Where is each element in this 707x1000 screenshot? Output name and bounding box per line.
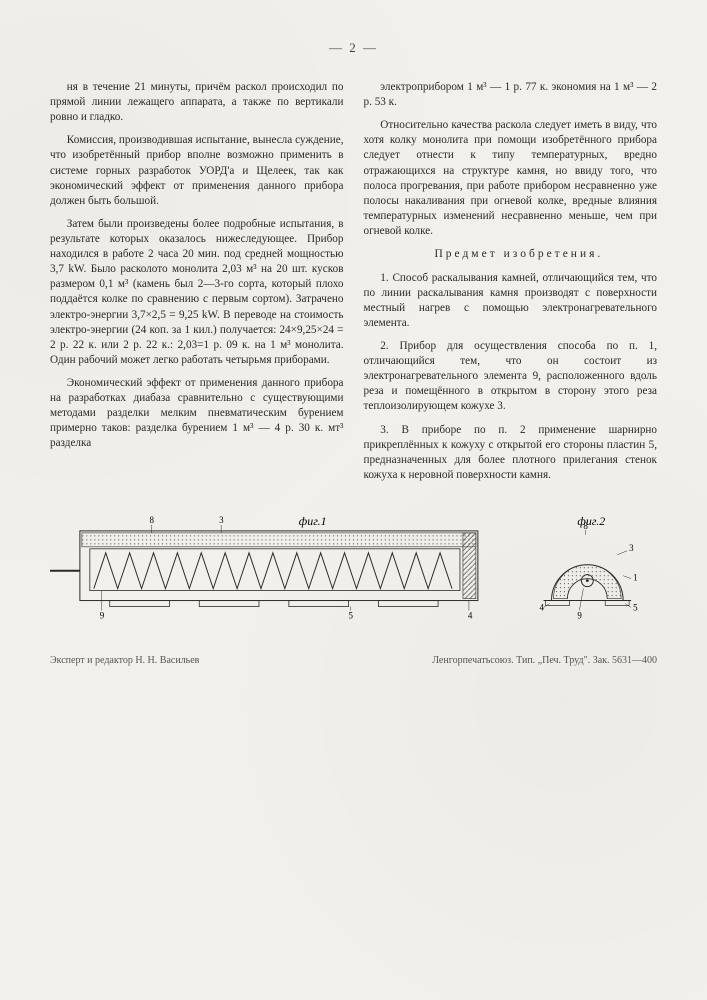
- fig1: фиг.1 8 3: [50, 514, 478, 621]
- body-text: ня в течение 21 минуты, причём раскол пр…: [50, 80, 657, 483]
- fig2-annot-1: 1: [633, 573, 637, 583]
- fig1-annot-3: 3: [219, 515, 224, 525]
- fig1-annot-9: 9: [100, 610, 105, 620]
- para-6: Относительно качества раскола следует им…: [364, 118, 658, 239]
- footer: Эксперт и редактор Н. Н. Васильев Ленгор…: [50, 655, 657, 666]
- fig1-annot-4: 4: [468, 610, 473, 620]
- footer-left: Эксперт и редактор Н. Н. Васильев: [50, 655, 199, 666]
- fig2-annot-3: 3: [629, 543, 634, 553]
- fig2-annot-5: 5: [633, 603, 638, 613]
- fig2-annot-9: 9: [577, 610, 582, 620]
- figures-svg: фиг.1 8 3: [50, 511, 657, 625]
- fig1-annot-5: 5: [349, 610, 354, 620]
- page-number: — 2 —: [50, 40, 657, 56]
- para-5: электроприбором 1 м³ — 1 р. 77 к. эконом…: [364, 80, 658, 110]
- fig2-annot-8: 8: [583, 521, 588, 531]
- claims-heading: Предмет изобретения.: [364, 247, 658, 263]
- claim-2: 2. Прибор для осуществления способа по п…: [364, 339, 658, 415]
- footer-right: Ленгорпечатьсоюз. Тип. „Печ. Труд". Зак.…: [432, 655, 657, 666]
- claim-1: 1. Способ раскалывания камней, отличающи…: [364, 271, 658, 331]
- para-3: Затем были произведены более подробные и…: [50, 217, 344, 368]
- para-2: Комиссия, производившая испытание, вынес…: [50, 133, 344, 209]
- fig1-label: фиг.1: [299, 514, 327, 528]
- fig2-label: фиг.2: [577, 514, 605, 528]
- fig2: фиг.2 8 3 1 5: [540, 514, 639, 621]
- fig1-annot-8: 8: [150, 515, 155, 525]
- para-1: ня в течение 21 минуты, причём раскол пр…: [50, 80, 344, 125]
- para-4: Экономический эффект от применения данно…: [50, 376, 344, 452]
- claim-3: 3. В приборе по п. 2 применение шарнирно…: [364, 423, 658, 483]
- figure-block: фиг.1 8 3: [50, 511, 657, 625]
